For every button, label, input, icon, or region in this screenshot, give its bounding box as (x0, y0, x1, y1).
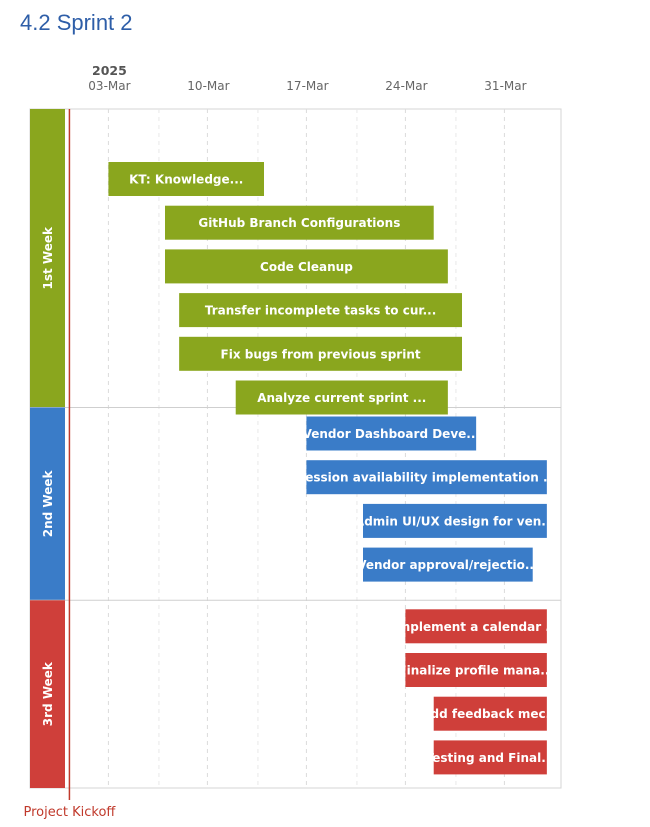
task-bar[interactable] (235, 380, 448, 415)
task-bar[interactable] (306, 460, 547, 495)
task-bar[interactable] (433, 740, 547, 775)
task-bar[interactable] (179, 336, 462, 371)
task-bar[interactable] (405, 609, 547, 644)
x-tick-label: 10-Mar (187, 79, 229, 93)
task-label: Transfer incomplete tasks to cur... (205, 304, 436, 318)
page-title: 4.2 Sprint 2 (20, 10, 133, 35)
task-label: Fix bugs from previous sprint (221, 347, 421, 361)
group-label: 3rd Week (41, 661, 55, 726)
group-band (30, 109, 65, 408)
task-label: Analyze current sprint ... (257, 391, 426, 405)
task-label: Add feedback mec... (421, 707, 559, 721)
task-label: Finalize profile mana... (398, 664, 553, 678)
kickoff-marker-label: Project Kickoff (23, 805, 116, 820)
task-bar[interactable] (165, 205, 434, 240)
task-label: Testing and Final... (426, 751, 555, 765)
task-label: Vendor Dashboard Deve... (303, 427, 480, 441)
task-bar[interactable] (433, 696, 547, 731)
group-label: 1st Week (41, 226, 55, 289)
task-label: Admin UI/UX design for ven... (355, 514, 555, 528)
task-label: Code Cleanup (260, 260, 353, 274)
task-bar[interactable] (306, 416, 477, 451)
group-band (30, 600, 65, 788)
year-label: 2025 (92, 63, 127, 78)
task-label: KT: Knowledge... (129, 173, 243, 187)
task-label: Vendor approval/rejectio... (357, 558, 538, 572)
task-bar[interactable] (405, 653, 547, 687)
task-bar[interactable] (363, 547, 533, 582)
x-tick-label: 24-Mar (385, 79, 427, 93)
task-bar[interactable] (179, 293, 462, 328)
task-bar[interactable] (363, 503, 547, 538)
task-label: Session availability implementation ... (297, 471, 557, 485)
task-label: Implement a calendar ... (393, 620, 559, 634)
task-bar[interactable] (108, 162, 264, 196)
task-label: GitHub Branch Configurations (198, 216, 400, 230)
x-tick-label: 17-Mar (286, 79, 328, 93)
group-band (30, 407, 65, 601)
group-label: 2nd Week (41, 470, 55, 538)
x-tick-label: 31-Mar (484, 79, 526, 93)
x-tick-label: 03-Mar (88, 79, 130, 93)
task-bar[interactable] (165, 249, 448, 284)
